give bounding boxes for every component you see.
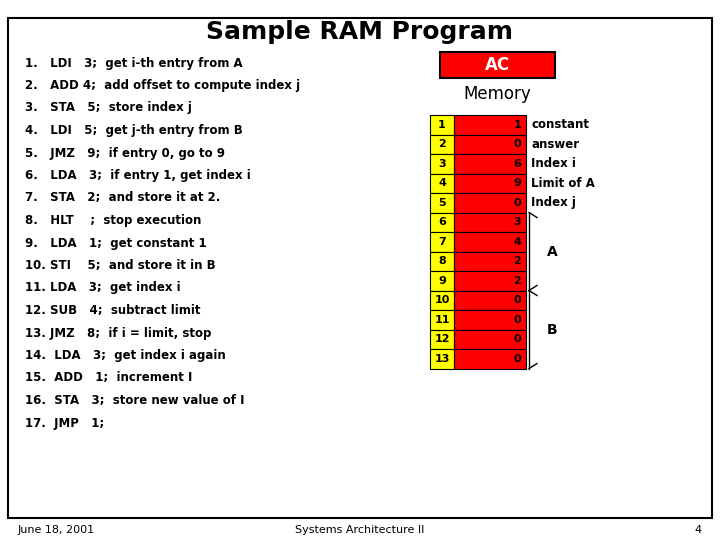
Text: 4.   LDI   5;  get j-th entry from B: 4. LDI 5; get j-th entry from B xyxy=(25,124,243,137)
FancyBboxPatch shape xyxy=(430,252,454,271)
Text: June 18, 2001: June 18, 2001 xyxy=(18,525,95,535)
Text: 17.  JMP   1;: 17. JMP 1; xyxy=(25,416,104,429)
Text: Index i: Index i xyxy=(531,157,576,170)
FancyBboxPatch shape xyxy=(430,154,454,173)
Text: 0: 0 xyxy=(513,139,521,149)
Text: 12: 12 xyxy=(434,334,450,345)
Text: AC: AC xyxy=(485,56,510,74)
Text: 0: 0 xyxy=(513,295,521,305)
FancyBboxPatch shape xyxy=(454,173,526,193)
Text: 15.  ADD   1;  increment I: 15. ADD 1; increment I xyxy=(25,372,192,384)
Text: 5: 5 xyxy=(438,198,446,208)
FancyBboxPatch shape xyxy=(430,232,454,252)
Text: 10. STI    5;  and store it in B: 10. STI 5; and store it in B xyxy=(25,259,215,272)
FancyBboxPatch shape xyxy=(454,232,526,252)
Text: 7.   STA   2;  and store it at 2.: 7. STA 2; and store it at 2. xyxy=(25,192,220,205)
FancyBboxPatch shape xyxy=(440,52,555,78)
FancyBboxPatch shape xyxy=(430,349,454,368)
Text: Memory: Memory xyxy=(464,85,531,103)
Text: Index j: Index j xyxy=(531,196,576,209)
Text: 2: 2 xyxy=(438,139,446,149)
Text: 10: 10 xyxy=(434,295,450,305)
FancyBboxPatch shape xyxy=(454,134,526,154)
Text: 6: 6 xyxy=(513,159,521,168)
FancyBboxPatch shape xyxy=(454,349,526,368)
Text: 9: 9 xyxy=(513,178,521,188)
Text: 6.   LDA   3;  if entry 1, get index i: 6. LDA 3; if entry 1, get index i xyxy=(25,169,251,182)
Text: 13: 13 xyxy=(434,354,450,364)
Text: 4: 4 xyxy=(513,237,521,247)
Text: 12. SUB   4;  subtract limit: 12. SUB 4; subtract limit xyxy=(25,304,200,317)
FancyBboxPatch shape xyxy=(454,213,526,232)
Text: 8: 8 xyxy=(438,256,446,266)
Text: 0: 0 xyxy=(513,354,521,364)
Text: 6: 6 xyxy=(438,217,446,227)
Text: 3: 3 xyxy=(438,159,446,168)
Text: 1: 1 xyxy=(438,120,446,130)
Text: A: A xyxy=(547,245,558,259)
Text: 9.   LDA   1;  get constant 1: 9. LDA 1; get constant 1 xyxy=(25,237,207,249)
Text: answer: answer xyxy=(531,138,579,151)
FancyBboxPatch shape xyxy=(8,18,712,518)
Text: 16.  STA   3;  store new value of I: 16. STA 3; store new value of I xyxy=(25,394,245,407)
Text: 4: 4 xyxy=(438,178,446,188)
FancyBboxPatch shape xyxy=(430,271,454,291)
Text: 5.   JMZ   9;  if entry 0, go to 9: 5. JMZ 9; if entry 0, go to 9 xyxy=(25,146,225,159)
Text: B: B xyxy=(547,322,557,336)
Text: 11: 11 xyxy=(434,315,450,325)
Text: 7: 7 xyxy=(438,237,446,247)
Text: 1: 1 xyxy=(513,120,521,130)
Text: constant: constant xyxy=(531,118,589,131)
Text: 11. LDA   3;  get index i: 11. LDA 3; get index i xyxy=(25,281,181,294)
Text: Sample RAM Program: Sample RAM Program xyxy=(207,20,513,44)
FancyBboxPatch shape xyxy=(430,115,454,134)
Text: 13. JMZ   8;  if i = limit, stop: 13. JMZ 8; if i = limit, stop xyxy=(25,327,212,340)
Text: 1.   LDI   3;  get i-th entry from A: 1. LDI 3; get i-th entry from A xyxy=(25,57,243,70)
FancyBboxPatch shape xyxy=(454,252,526,271)
FancyBboxPatch shape xyxy=(430,193,454,213)
Text: 4: 4 xyxy=(695,525,702,535)
Text: Systems Architecture II: Systems Architecture II xyxy=(295,525,425,535)
FancyBboxPatch shape xyxy=(430,134,454,154)
Text: 2: 2 xyxy=(513,276,521,286)
FancyBboxPatch shape xyxy=(454,193,526,213)
Text: 3.   STA   5;  store index j: 3. STA 5; store index j xyxy=(25,102,192,114)
FancyBboxPatch shape xyxy=(430,291,454,310)
Text: 0: 0 xyxy=(513,334,521,345)
Text: 9: 9 xyxy=(438,276,446,286)
FancyBboxPatch shape xyxy=(454,154,526,173)
Text: 2.   ADD 4;  add offset to compute index j: 2. ADD 4; add offset to compute index j xyxy=(25,79,300,92)
Text: 8.   HLT    ;  stop execution: 8. HLT ; stop execution xyxy=(25,214,202,227)
Text: 3: 3 xyxy=(513,217,521,227)
FancyBboxPatch shape xyxy=(430,173,454,193)
FancyBboxPatch shape xyxy=(454,310,526,329)
FancyBboxPatch shape xyxy=(430,310,454,329)
FancyBboxPatch shape xyxy=(454,115,526,134)
FancyBboxPatch shape xyxy=(430,329,454,349)
Text: 2: 2 xyxy=(513,256,521,266)
FancyBboxPatch shape xyxy=(454,329,526,349)
Text: 14.  LDA   3;  get index i again: 14. LDA 3; get index i again xyxy=(25,349,226,362)
Text: 0: 0 xyxy=(513,198,521,208)
Text: 0: 0 xyxy=(513,315,521,325)
FancyBboxPatch shape xyxy=(454,271,526,291)
FancyBboxPatch shape xyxy=(430,213,454,232)
Text: Limit of A: Limit of A xyxy=(531,177,595,190)
FancyBboxPatch shape xyxy=(454,291,526,310)
